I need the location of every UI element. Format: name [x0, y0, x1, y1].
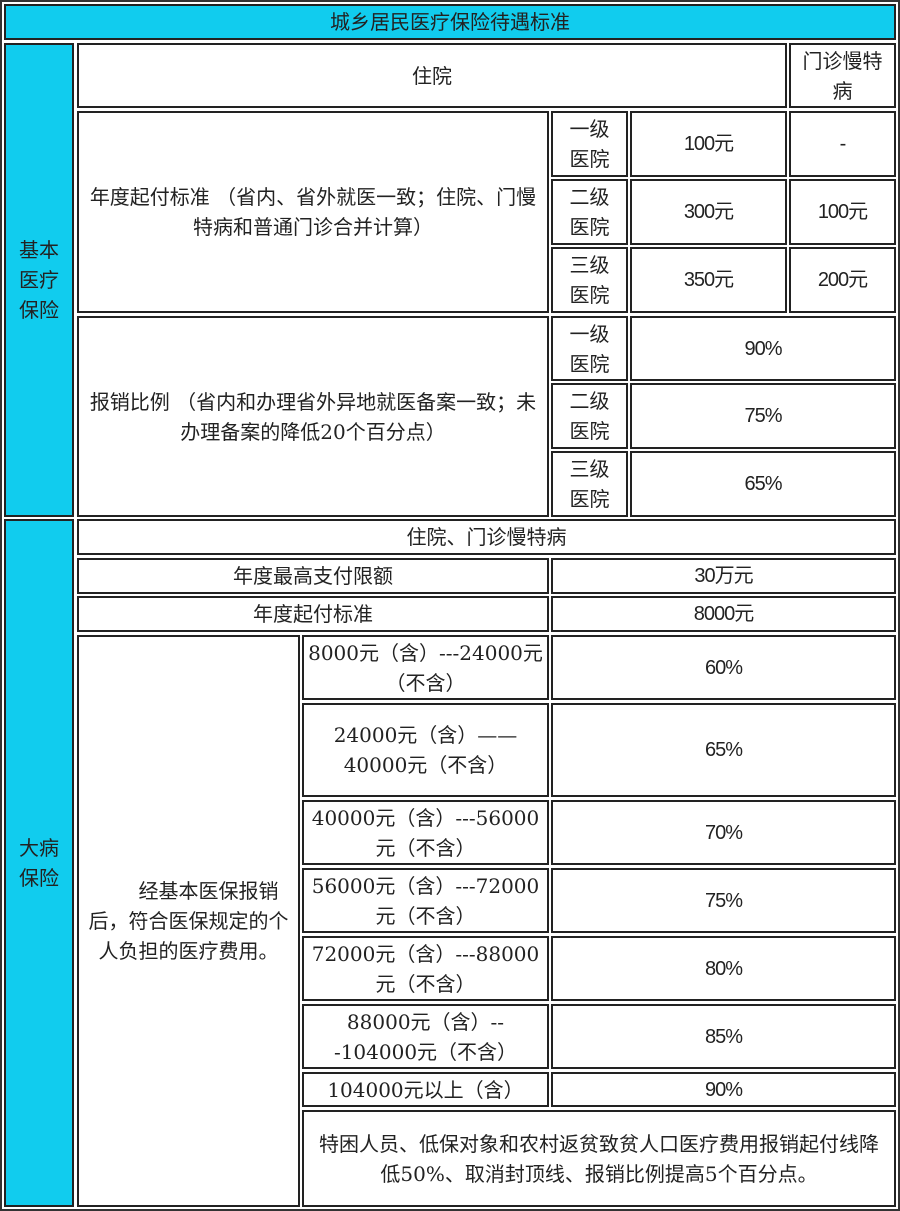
level-cell: 三级医院: [551, 451, 628, 517]
deductible-outpatient: 200元: [789, 247, 896, 313]
ratio-value: 90%: [630, 316, 896, 381]
deductible-hospital: 300元: [630, 179, 787, 245]
table-title: 城乡居民医疗保险待遇标准: [4, 4, 896, 40]
deductible-outpatient: 100元: [789, 179, 896, 245]
serious-deductible-value: 8000元: [551, 596, 896, 632]
band-ratio: 60%: [551, 635, 896, 700]
ratio-label: 报销比例 （省内和办理省外异地就医备案一致；未办理备案的降低20个百分点）: [77, 316, 549, 517]
deductible-hospital: 100元: [630, 111, 787, 177]
deductible-label: 年度起付标准 （省内、省外就医一致；住院、门慢特病和普通门诊合并计算）: [77, 111, 549, 313]
hospital-header: 住院: [77, 43, 787, 108]
ratio-value: 65%: [630, 451, 896, 517]
level-cell: 一级医院: [551, 111, 628, 177]
ratio-value: 75%: [630, 383, 896, 449]
special-note: 特困人员、低保对象和农村返贫致贫人口医疗费用报销起付线降低50%、取消封顶线、报…: [302, 1110, 896, 1207]
band-range: 56000元（含）---72000元（不含）: [302, 868, 549, 933]
outpatient-header: 门诊慢特病: [789, 43, 896, 108]
band-ratio: 75%: [551, 868, 896, 933]
deductible-hospital: 350元: [630, 247, 787, 313]
max-label: 年度最高支付限额: [77, 558, 549, 594]
band-ratio: 70%: [551, 800, 896, 865]
level-cell: 二级医院: [551, 179, 628, 245]
serious-illness-label: 大病保险: [4, 519, 74, 1207]
band-ratio: 90%: [551, 1072, 896, 1107]
band-range: 104000元以上（含）: [302, 1072, 549, 1107]
band-range: 8000元（含）---24000元（不含）: [302, 635, 549, 700]
level-cell: 二级医院: [551, 383, 628, 449]
basic-insurance-label: 基本医疗保险: [4, 43, 74, 517]
scope-label: 经基本医保报销后，符合医保规定的个人负担的医疗费用。: [77, 635, 300, 1207]
deductible-outpatient: -: [789, 111, 896, 177]
level-cell: 一级医院: [551, 316, 628, 381]
band-ratio: 85%: [551, 1004, 896, 1069]
serious-deductible-label: 年度起付标准: [77, 596, 549, 632]
band-ratio: 80%: [551, 936, 896, 1001]
band-range: 72000元（含）---88000元（不含）: [302, 936, 549, 1001]
band-range: 40000元（含）---56000元（不含）: [302, 800, 549, 865]
band-range: 24000元（含）——40000元（不含）: [302, 703, 549, 797]
serious-header: 住院、门诊慢特病: [77, 519, 896, 555]
level-cell: 三级医院: [551, 247, 628, 313]
band-range: 88000元（含）---104000元（不含）: [302, 1004, 549, 1069]
max-value: 30万元: [551, 558, 896, 594]
band-ratio: 65%: [551, 703, 896, 797]
